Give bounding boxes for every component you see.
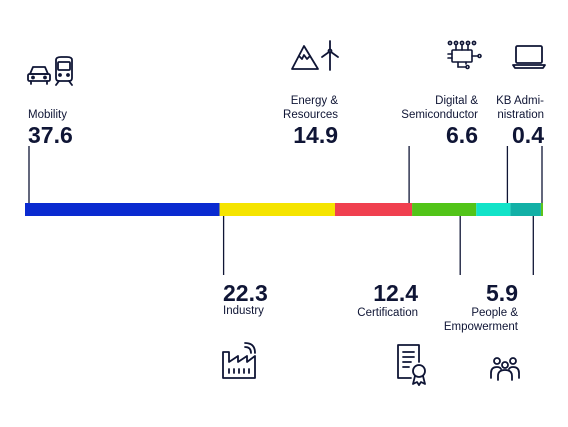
label-digital-line2: Semiconductor [401, 109, 478, 121]
bar-segment-energy [334, 203, 413, 216]
bar-segment-industry [219, 203, 335, 216]
certificate-icon [395, 342, 431, 386]
bar-segments [25, 203, 543, 216]
value-people: 5.9 [486, 280, 518, 306]
label-people-line1: People & [471, 307, 518, 319]
label-people-line2: Empowerment [443, 321, 518, 333]
bar-segment-certification [412, 203, 477, 216]
label-certification: Certification [357, 307, 418, 319]
label-energy-line2: Resources [283, 109, 338, 121]
car-train-icon [26, 56, 76, 86]
factory-icon [221, 342, 261, 380]
bar-segment-kb [540, 203, 543, 216]
laptop-icon [512, 44, 546, 70]
label-industry: Industry [223, 305, 264, 317]
bar-segment-mobility [25, 203, 220, 216]
value-industry: 22.3 [223, 280, 268, 306]
value-certification: 12.4 [373, 280, 418, 306]
value-energy: 14.9 [293, 122, 338, 148]
value-mobility: 37.6 [28, 122, 73, 148]
people-group-icon [488, 356, 522, 382]
bar-segment-digital [476, 203, 511, 216]
value-kb: 0.4 [512, 122, 544, 148]
mountain-wind-icon [290, 40, 340, 72]
label-kb-line2: nistration [497, 109, 544, 121]
label-digital-line1: Digital & [435, 95, 478, 107]
label-kb-line1: KB Admi- [496, 95, 544, 107]
leader-lines [28, 146, 543, 275]
label-mobility: Mobility [28, 109, 67, 121]
label-energy-line1: Energy & [290, 95, 338, 107]
value-digital: 6.6 [446, 122, 478, 148]
bar-segment-people [510, 203, 541, 216]
circuit-chip-icon [446, 40, 482, 72]
